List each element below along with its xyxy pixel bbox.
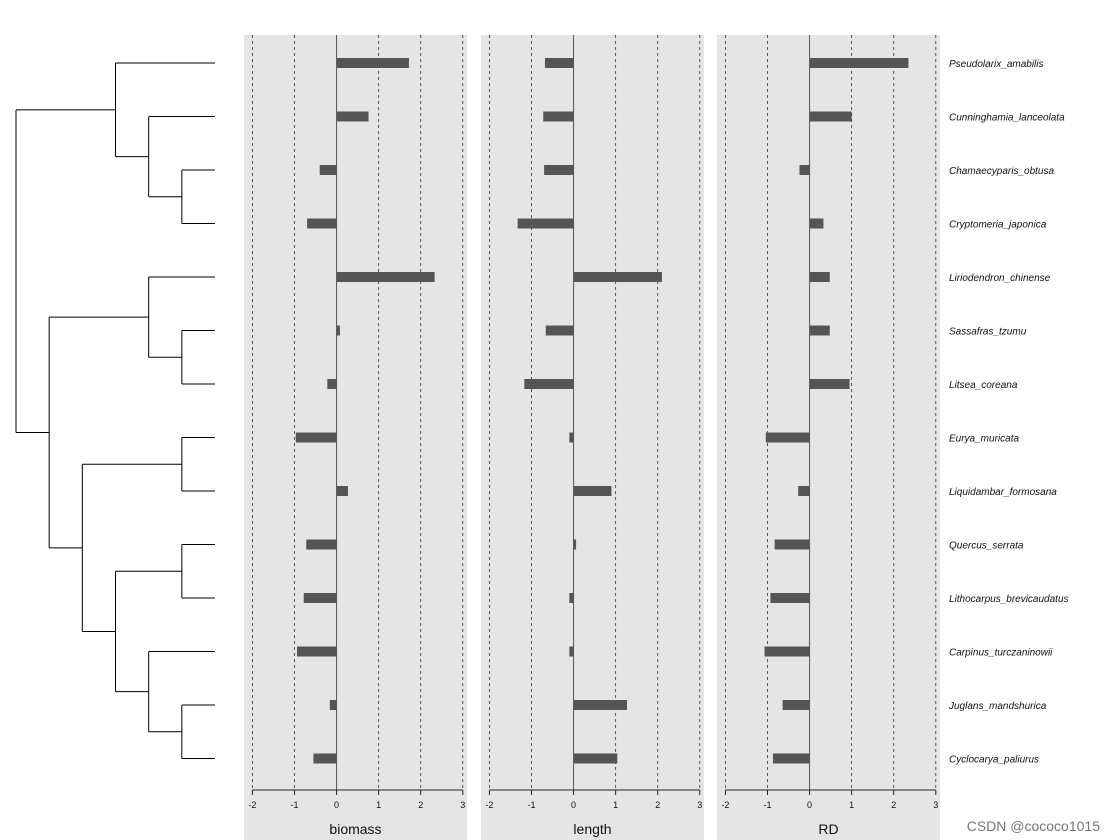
- bar-biomass-lithocarpus_brevicaudatus: [303, 593, 337, 603]
- bar-length-liquidambar_formosana: [573, 486, 612, 496]
- species-label: Chamaecyparis_obtusa: [949, 166, 1054, 177]
- bar-length-carpinus_turczaninowii: [569, 646, 574, 657]
- bar-length-chamaecyparis_obtusa: [544, 165, 574, 175]
- x-tick-label: 1: [849, 800, 854, 810]
- bar-biomass-cryptomeria_japonica: [307, 218, 337, 229]
- bar-biomass-eurya_muricata: [295, 432, 337, 443]
- species-labels: Pseudolarix_amabilis Cunninghamia_lanceol…: [948, 59, 1069, 766]
- bar-length-eurya_muricata: [569, 432, 574, 443]
- panel-background: [717, 35, 940, 840]
- x-tick-label: 0: [334, 800, 339, 810]
- bar-biomass-sassafras_tzumu: [336, 325, 340, 336]
- species-label: Liriodendron_chinense: [949, 273, 1051, 284]
- bar-length-sassafras_tzumu: [545, 325, 574, 336]
- x-tick-label: 2: [891, 800, 896, 810]
- bar-length-cryptomeria_japonica: [517, 218, 574, 229]
- x-tick-label: 3: [697, 800, 702, 810]
- bar-rd-carpinus_turczaninowii: [764, 646, 810, 657]
- x-tick-label: 3: [933, 800, 938, 810]
- species-label: Quercus_serrata: [949, 541, 1024, 552]
- bar-rd-quercus_serrata: [774, 539, 810, 550]
- bar-length-cyclocarya_paliurus: [573, 753, 618, 764]
- bar-length-litsea_coreana: [524, 379, 574, 389]
- panel-length: -2 -1 0 1 2 3 length: [481, 35, 704, 840]
- species-label: Litsea_coreana: [949, 380, 1018, 391]
- bar-rd-liriodendron_chinense: [809, 272, 830, 282]
- x-tick-label: 1: [613, 800, 618, 810]
- x-tick-label: 0: [807, 800, 812, 810]
- dendrogram: [15, 62, 215, 759]
- axis-title-rd: RD: [818, 821, 838, 837]
- x-tick-label: -1: [290, 800, 298, 810]
- bar-rd-cryptomeria_japonica: [809, 218, 824, 229]
- trait-panels: -2 -1 0 1 2 3 biomass -2 -1 0 1 2 3 length -2 -1 0 1 2 3 RD: [244, 35, 940, 840]
- bar-length-juglans_mandshurica: [573, 700, 628, 710]
- bar-biomass-juglans_mandshurica: [329, 700, 337, 710]
- bar-biomass-liquidambar_formosana: [336, 486, 348, 496]
- bar-rd-eurya_muricata: [765, 432, 810, 443]
- bar-length-pseudolarix_amabilis: [544, 58, 574, 68]
- bar-length-lithocarpus_brevicaudatus: [569, 593, 574, 603]
- axis-title-biomass: biomass: [329, 821, 381, 837]
- x-tick-label: 2: [418, 800, 423, 810]
- species-label: Lithocarpus_brevicaudatus: [949, 594, 1069, 605]
- bar-rd-juglans_mandshurica: [782, 700, 810, 710]
- axis-title-length: length: [573, 821, 611, 837]
- x-tick-label: 3: [460, 800, 465, 810]
- species-label: Pseudolarix_amabilis: [949, 59, 1044, 70]
- panel-rd: -2 -1 0 1 2 3 RD: [717, 35, 940, 840]
- bar-rd-litsea_coreana: [809, 379, 850, 389]
- bar-biomass-carpinus_turczaninowii: [297, 646, 337, 657]
- panel-background: [244, 35, 467, 840]
- bar-rd-cyclocarya_paliurus: [772, 753, 810, 764]
- x-tick-label: -2: [721, 800, 729, 810]
- x-tick-label: -2: [248, 800, 256, 810]
- bar-length-cunninghamia_lanceolata: [543, 111, 574, 122]
- species-label: Carpinus_turczaninowii: [949, 648, 1053, 659]
- x-tick-label: 1: [376, 800, 381, 810]
- x-tick-label: -1: [763, 800, 771, 810]
- x-tick-label: -2: [485, 800, 493, 810]
- bar-rd-pseudolarix_amabilis: [809, 58, 909, 68]
- bar-rd-lithocarpus_brevicaudatus: [770, 593, 810, 603]
- species-label: Liquidambar_formosana: [949, 487, 1057, 498]
- species-label: Cunninghamia_lanceolata: [949, 113, 1065, 124]
- bar-rd-chamaecyparis_obtusa: [799, 165, 810, 175]
- bar-biomass-liriodendron_chinense: [336, 272, 435, 282]
- bar-biomass-pseudolarix_amabilis: [336, 58, 409, 68]
- species-label: Cryptomeria_japonica: [949, 220, 1047, 231]
- bar-length-liriodendron_chinense: [573, 272, 662, 282]
- species-label: Eurya_muricata: [949, 434, 1019, 445]
- panel-biomass: -2 -1 0 1 2 3 biomass: [244, 35, 467, 840]
- bar-rd-liquidambar_formosana: [798, 486, 810, 496]
- bar-length-quercus_serrata: [573, 539, 577, 550]
- bar-biomass-cunninghamia_lanceolata: [336, 111, 369, 122]
- watermark: CSDN @cococo1015: [966, 818, 1100, 834]
- x-tick-label: 0: [571, 800, 576, 810]
- bar-biomass-litsea_coreana: [327, 379, 337, 389]
- species-label: Juglans_mandshurica: [948, 701, 1047, 712]
- x-tick-label: -1: [527, 800, 535, 810]
- species-label: Cyclocarya_paliurus: [949, 755, 1039, 766]
- bar-biomass-chamaecyparis_obtusa: [319, 165, 337, 175]
- panel-background: [481, 35, 704, 840]
- species-label: Sassafras_tzumu: [949, 327, 1027, 338]
- bar-rd-cunninghamia_lanceolata: [809, 111, 852, 122]
- x-tick-label: 2: [655, 800, 660, 810]
- bar-biomass-cyclocarya_paliurus: [313, 753, 337, 764]
- bar-rd-sassafras_tzumu: [809, 325, 830, 336]
- bar-biomass-quercus_serrata: [306, 539, 337, 550]
